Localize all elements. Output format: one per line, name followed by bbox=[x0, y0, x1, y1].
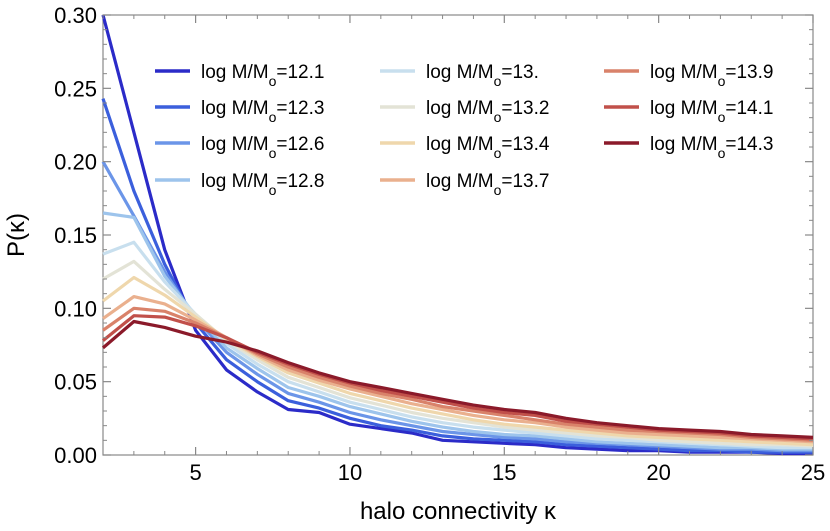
x-tick-label-1: 10 bbox=[338, 460, 362, 485]
y-tick-label-6: 0.30 bbox=[54, 3, 97, 28]
legend-entry-10: log M/Mo=14.3 bbox=[650, 134, 773, 161]
y-tick-label-1: 0.05 bbox=[54, 370, 97, 395]
y-tick-label-2: 0.10 bbox=[54, 296, 97, 321]
y-axis-label: P(κ) bbox=[3, 213, 30, 257]
series-layer bbox=[101, 14, 814, 456]
legend-entry-3: log M/Mo=12.8 bbox=[201, 171, 324, 198]
y-tick-label-4: 0.20 bbox=[54, 150, 97, 175]
y-tick-label-0: 0.00 bbox=[54, 443, 97, 468]
legend-entry-4: log M/Mo=13. bbox=[426, 62, 539, 89]
legend-entry-2: log M/Mo=12.6 bbox=[201, 134, 324, 161]
ticks-layer: 5 10 15 20 25 0.00 0.05 0.10 0.15 0.20 0.25 0.30 bbox=[54, 3, 825, 485]
x-tick-label-2: 15 bbox=[492, 460, 516, 485]
y-tick-label-3: 0.15 bbox=[54, 223, 97, 248]
series-line-1 bbox=[101, 98, 813, 454]
x-tick-label-0: 5 bbox=[189, 460, 201, 485]
legend-entry-7: log M/Mo=13.7 bbox=[426, 171, 549, 198]
x-axis-label: halo connectivity κ bbox=[360, 498, 557, 525]
legend-entry-1: log M/Mo=12.3 bbox=[201, 98, 324, 125]
legend-entry-8: log M/Mo=13.9 bbox=[650, 62, 773, 89]
x-tick-label-4: 25 bbox=[801, 460, 825, 485]
legend-entry-5: log M/Mo=13.2 bbox=[426, 98, 549, 125]
legend-entry-0: log M/Mo=12.1 bbox=[201, 62, 324, 89]
legend: log M/Mo=12.1 log M/Mo=12.3 log M/Mo=12.6 l… bbox=[155, 62, 773, 198]
series-line-5 bbox=[102, 259, 814, 448]
legend-entry-9: log M/Mo=14.1 bbox=[650, 98, 773, 125]
y-tick-label-5: 0.25 bbox=[54, 76, 97, 101]
legend-entry-6: log M/Mo=13.4 bbox=[426, 134, 550, 161]
series-line-10 bbox=[101, 319, 814, 439]
x-tick-label-3: 20 bbox=[646, 460, 670, 485]
